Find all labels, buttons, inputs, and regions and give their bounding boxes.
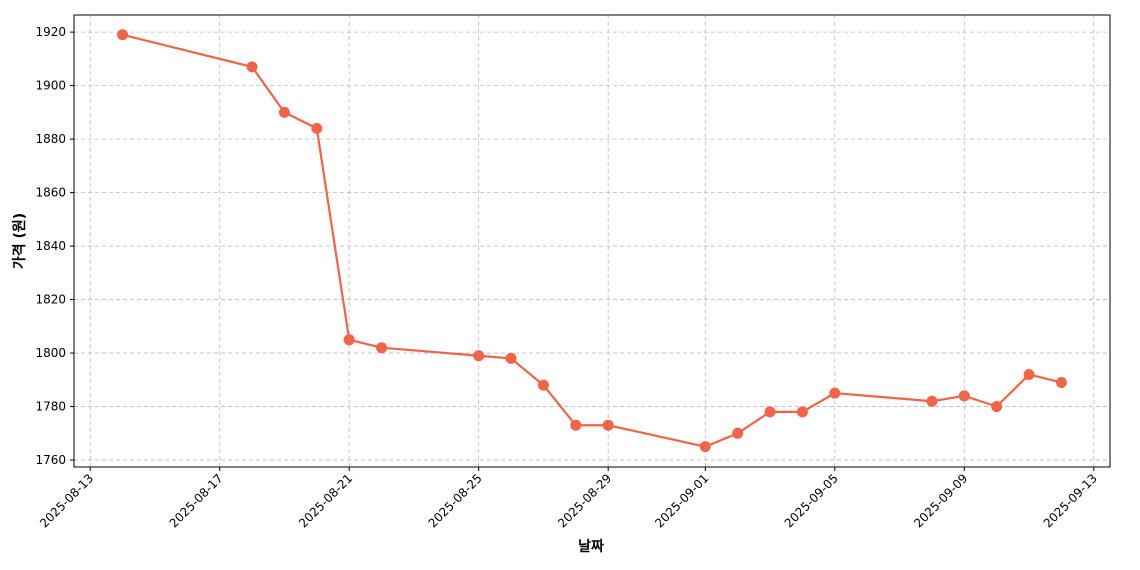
point bbox=[278, 106, 290, 118]
y-tick-label: 1780 bbox=[35, 400, 66, 414]
x-axis-label: 날짜 bbox=[578, 539, 604, 555]
y-tick-label: 1880 bbox=[35, 132, 66, 146]
x-tick-label: 2025-09-09 bbox=[911, 471, 970, 530]
point bbox=[829, 387, 841, 399]
point bbox=[958, 390, 970, 402]
y-tick-label: 1760 bbox=[35, 453, 66, 467]
point bbox=[376, 342, 388, 354]
point bbox=[473, 350, 485, 362]
y-tick-label: 1900 bbox=[35, 79, 66, 93]
point bbox=[764, 406, 776, 418]
y-axis-label: 가격 (원) bbox=[11, 213, 28, 269]
point bbox=[570, 419, 582, 431]
point bbox=[537, 379, 549, 391]
x-tick-label: 2025-09-13 bbox=[1041, 471, 1100, 530]
point bbox=[311, 122, 323, 134]
point bbox=[1023, 368, 1035, 380]
point bbox=[602, 419, 614, 431]
point bbox=[991, 401, 1003, 413]
point bbox=[246, 61, 258, 73]
x-tick-label: 2025-08-13 bbox=[37, 471, 96, 530]
x-tick-label: 2025-09-05 bbox=[782, 471, 841, 530]
y-tick-label: 1920 bbox=[35, 25, 66, 39]
point bbox=[505, 352, 517, 364]
point bbox=[926, 395, 938, 407]
x-tick-label: 2025-08-29 bbox=[555, 471, 614, 530]
x-tick-label: 2025-09-01 bbox=[652, 471, 711, 530]
point bbox=[699, 441, 711, 453]
point bbox=[343, 334, 355, 346]
point bbox=[796, 406, 808, 418]
plot-frame bbox=[73, 14, 1111, 468]
line bbox=[122, 33, 1062, 448]
x-tick-label: 2025-08-21 bbox=[296, 471, 355, 530]
x-tick-label: 2025-08-17 bbox=[167, 471, 226, 530]
y-tick-label: 1800 bbox=[35, 346, 66, 360]
point bbox=[732, 427, 744, 439]
point bbox=[117, 29, 129, 41]
x-tick-label: 2025-08-25 bbox=[426, 471, 485, 530]
y-tick-label: 1860 bbox=[35, 186, 66, 200]
point bbox=[1055, 376, 1067, 388]
y-tick-label: 1820 bbox=[35, 293, 66, 307]
y-tick-label: 1840 bbox=[35, 239, 66, 253]
